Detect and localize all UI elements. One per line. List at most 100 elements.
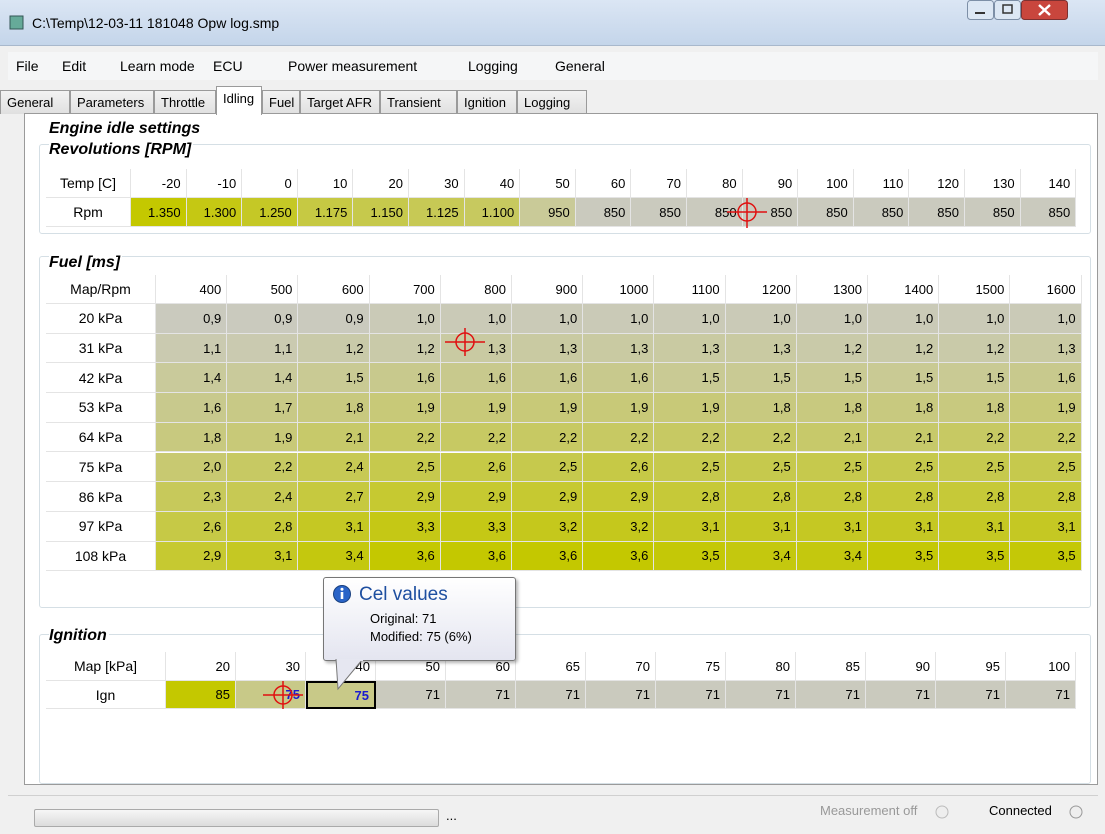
fuel-cell: 1,8 [868,393,940,423]
fuel-cell: 2,8 [1010,482,1082,512]
tab[interactable]: Fuel [262,90,300,114]
group-box [39,144,1091,234]
tooltip-original: Original: 71 [370,611,437,626]
fuel-cell: 3,1 [868,511,940,542]
column-header: 140 [1020,169,1077,198]
tab[interactable]: Ignition [457,90,517,114]
column-header: 400 [156,275,228,304]
fuel-cell: 1,9 [1010,393,1082,423]
column-header: 1400 [868,275,940,304]
column-header: 70 [586,652,656,681]
column-header: Map/Rpm [46,275,156,304]
fuel-cell: 2,2 [440,422,512,453]
tab[interactable]: General [0,90,70,114]
column-header: 10 [297,169,354,198]
fuel-cell: 1,7 [227,393,299,423]
fuel-cell: 2,5 [654,452,726,483]
tab[interactable]: Transient [380,90,457,114]
row-header: 75 kPa [46,452,156,483]
fuel-cell: 3,6 [369,541,441,572]
row-header: 20 kPa [46,304,156,334]
menu-item[interactable]: Power measurement [288,58,418,74]
connection-radio[interactable] [1068,804,1084,820]
fuel-cell: 1,4 [156,363,228,394]
progress-bar [34,809,439,827]
column-header: 500 [227,275,299,304]
fuel-cell: 3,4 [725,541,797,572]
fuel-cell: 1,9 [369,393,441,423]
rpm-cell: 1.250 [242,198,298,227]
column-header: 100 [798,169,854,198]
tab[interactable]: Idling [216,86,262,115]
menu-item[interactable]: File [16,58,39,74]
column-header: 75 [656,652,726,681]
column-header: 0 [242,169,298,198]
column-header: 1100 [654,275,726,304]
row-header: 108 kPa [46,541,156,572]
measurement-status: Measurement off [820,803,918,818]
window-controls [967,0,1068,20]
fuel-cell: 1,0 [1010,304,1082,334]
fuel-cell: 3,1 [939,511,1011,542]
row-header: 97 kPa [46,511,156,542]
menu-bar: File Edit Learn mode ECU Power measurement Lo… [8,52,1098,80]
ignition-cell: 71 [726,681,796,709]
column-header: 90 [742,169,799,198]
fuel-cell: 2,8 [939,482,1011,512]
title-bar: C:\Temp\12-03-11 181048 Opw log.smp [0,0,1105,46]
tab-panel: Engine idle settings Revolutions [RPM] Tem… [24,113,1098,785]
rpm-cell: 1.300 [186,198,243,227]
column-header: 80 [726,652,796,681]
ignition-cell: 71 [656,681,726,709]
rpm-cell: 950 [520,198,576,227]
fuel-cell: 2,8 [796,482,868,512]
fuel-cell: 1,3 [1010,333,1082,364]
measurement-radio[interactable] [934,804,950,820]
fuel-cell: 3,1 [796,511,868,542]
fuel-cell: 2,8 [654,482,726,512]
menu-item[interactable]: General [555,58,605,74]
status-bar: ... Measurement off Connected [8,795,1098,829]
tooltip-modified: Modified: 75 (6%) [370,629,472,644]
column-header: 120 [909,169,965,198]
tab[interactable]: Throttle [154,90,216,114]
menu-item[interactable]: ECU [213,58,243,74]
ignition-cell: 85 [166,681,236,709]
fuel-cell: 2,5 [725,452,797,483]
fuel-cell: 1,3 [725,333,797,364]
fuel-cell: 1,8 [298,393,370,423]
maximize-button[interactable] [994,0,1021,20]
minimize-button[interactable] [967,0,994,20]
info-icon [333,585,351,603]
fuel-cell: 2,8 [725,482,797,512]
rpm-cell: 1.125 [409,198,465,227]
rpm-cell: 850 [853,198,910,227]
fuel-cell: 2,6 [156,511,228,542]
fuel-cell: 2,4 [298,452,370,483]
fuel-cell: 2,2 [369,422,441,453]
tab[interactable]: Target AFR [300,90,380,114]
group-box [39,256,1091,608]
connection-status: Connected [989,803,1052,818]
app-icon [9,15,24,30]
tab[interactable]: Logging [517,90,587,114]
column-header: 1200 [725,275,797,304]
fuel-cell: 3,6 [440,541,512,572]
menu-item[interactable]: Logging [468,58,518,74]
column-header: 95 [936,652,1006,681]
tab[interactable]: Parameters [70,90,154,114]
rpm-cell: 850 [575,198,632,227]
fuel-cell: 2,2 [1010,422,1082,453]
row-header: 42 kPa [46,363,156,394]
fuel-cell: 2,2 [512,422,584,453]
rpm-cell: 850 [1020,198,1077,227]
fuel-cell: 1,4 [227,363,299,394]
ignition-cell: 71 [866,681,936,709]
fuel-cell: 1,5 [298,363,370,394]
fuel-cell: 3,1 [298,511,370,542]
menu-item[interactable]: Learn mode [120,58,195,74]
menu-item[interactable]: Edit [62,58,87,74]
fuel-cell: 1,3 [654,333,726,364]
fuel-cell: 3,6 [583,541,655,572]
fuel-cell: 1,0 [583,304,655,334]
